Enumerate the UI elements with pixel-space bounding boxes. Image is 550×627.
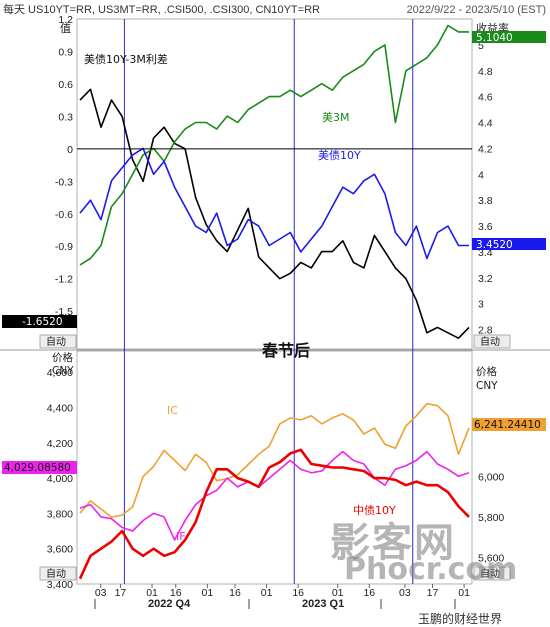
x-tick-label: 16 <box>292 587 304 599</box>
bottom-auto-left-button[interactable] <box>39 566 77 581</box>
bottom-right-tick-label: 5,800 <box>478 512 504 524</box>
badge-ic-bg <box>472 418 546 431</box>
top-right-tick-label: 4.4 <box>478 118 493 130</box>
bottom-auto-left-label: 自动 <box>46 567 66 580</box>
x-tick-label: 03 <box>95 587 107 599</box>
bottom-left-tick-label: 3,800 <box>47 508 73 520</box>
label-us10y: 美债10Y <box>318 148 361 162</box>
badge-us10y-value: 3.4520 <box>476 239 513 251</box>
badge-us3m-bg <box>472 31 546 43</box>
annotation-chunjie: 春节后 <box>261 341 310 360</box>
badge-spread-value: -1.6520 <box>22 316 63 328</box>
x-tick-label: 01 <box>261 587 273 599</box>
top-left-tick-label: 0 <box>67 144 73 156</box>
top-auto-right-label: 自动 <box>480 335 500 348</box>
bottom-left-tick-label: 4,400 <box>47 402 73 414</box>
bottom-auto-right-button[interactable] <box>473 566 511 581</box>
x-tick-label: 03 <box>399 587 411 599</box>
x-group-label-q4: 2022 Q4 <box>148 598 191 610</box>
x-tick-label: 01 <box>458 587 470 599</box>
top-left-tick-label: 0.3 <box>58 111 73 123</box>
badge-if-bg <box>2 461 77 474</box>
top-left-tick-label: -1.2 <box>55 274 73 286</box>
top-right-tick-label: 5 <box>478 40 484 52</box>
top-right-tick-label: 2.8 <box>478 325 493 337</box>
top-right-tick-label: 3.8 <box>478 195 493 207</box>
label-if: IF <box>176 530 186 543</box>
x-group-label-q1: 2023 Q1 <box>302 598 344 610</box>
bottom-right-unit: 价格 <box>476 365 497 378</box>
x-tick-label: 16 <box>170 587 182 599</box>
top-right-tick-label: 4.8 <box>478 66 493 78</box>
x-tick-label: 16 <box>363 587 375 599</box>
top-auto-left-button[interactable] <box>39 334 77 349</box>
x-tick-label: 01 <box>332 587 344 599</box>
top-left-tick-label: -0.6 <box>55 209 73 221</box>
top-right-tick-label: 3 <box>478 299 484 311</box>
series-spread-line <box>79 88 470 339</box>
header-bar <box>0 0 550 17</box>
top-right-tick-label: 3.4 <box>478 247 493 259</box>
label-cn10y: 中债10Y <box>353 503 396 517</box>
top-right-tick-label: 3.6 <box>478 221 493 233</box>
watermark-logo: 影客网 <box>330 520 456 566</box>
badge-us10y-bg <box>472 238 546 250</box>
top-right-tick-label: 4 <box>478 169 484 181</box>
x-tick-label: 01 <box>202 587 214 599</box>
bottom-left-tick-label: 4,600 <box>47 367 73 379</box>
series-cn10y-line <box>78 448 470 580</box>
label-us3m: 美3M <box>322 111 350 124</box>
top-left-unit: 值 <box>60 22 71 35</box>
x-tick-label: 01 <box>146 587 158 599</box>
bottom-panel-frame <box>76 350 473 585</box>
series-if-line <box>79 450 470 541</box>
top-right-tick-label: 4.6 <box>478 92 493 104</box>
x-tick-label: 17 <box>427 587 439 599</box>
chart-header-date: 2022/9/22 - 2023/5/10 (EST) <box>407 4 546 16</box>
top-left-tick-label: -0.9 <box>55 241 73 253</box>
top-right-tick-label: 4.2 <box>478 143 493 155</box>
badge-spread-bg <box>2 315 77 328</box>
top-right-tick-label: 3.2 <box>478 273 493 285</box>
x-tick-label: 17 <box>115 587 127 599</box>
top-auto-left-label: 自动 <box>46 335 66 348</box>
bottom-left-tick-label: 4,200 <box>47 438 73 450</box>
top-panel-frame <box>76 18 473 350</box>
watermark-site: Phocr.com <box>344 552 518 587</box>
chart-header-title: 每天 US10YT=RR, US3MT=RR, .CSI500, .CSI300… <box>3 2 320 16</box>
top-left-tick-label: 0.9 <box>58 46 73 58</box>
series-us10y-line <box>79 147 469 260</box>
bottom-right-tick-label: 5,600 <box>478 553 504 565</box>
top-left-tick-label: 0.6 <box>58 79 73 91</box>
watermark-credit: 玉鹏的财经世界 <box>418 612 503 626</box>
top-left-tick-label: -0.3 <box>55 176 73 188</box>
bottom-left-tick-label: 3,600 <box>47 544 73 556</box>
bottom-right-unit-cny: CNY <box>476 380 498 392</box>
badge-us3m-value: 5.1040 <box>476 32 513 44</box>
label-ic: IC <box>167 404 178 417</box>
bottom-left-unit: 价格 <box>52 351 73 364</box>
top-left-tick-label: 1.2 <box>58 14 73 26</box>
top-auto-right-button[interactable] <box>473 334 511 349</box>
badge-ic-value: 6,241.24410 <box>474 419 541 431</box>
bottom-auto-right-label: 自动 <box>480 567 500 580</box>
badge-if-value: 4,029.08580 <box>4 462 71 474</box>
series-ic-line <box>79 402 470 518</box>
bottom-left-unit-cny: CNY <box>52 365 74 377</box>
bottom-left-tick-label: 4,000 <box>47 473 73 485</box>
bottom-left-tick-label: 3,400 <box>47 579 73 591</box>
x-tick-label: 16 <box>229 587 241 599</box>
label-spread: 美债10Y-3M利差 <box>84 52 168 66</box>
bottom-right-tick-label: 6,000 <box>478 472 504 484</box>
